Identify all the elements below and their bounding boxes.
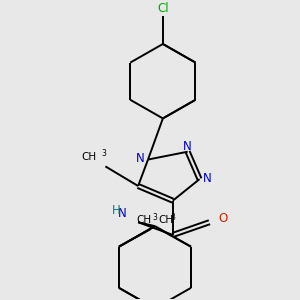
Text: 3: 3 xyxy=(170,212,175,221)
Text: CH: CH xyxy=(82,152,97,162)
Text: 3: 3 xyxy=(152,212,157,221)
Text: N: N xyxy=(202,172,211,185)
Text: N: N xyxy=(118,207,127,220)
Text: H: H xyxy=(112,204,121,217)
Text: O: O xyxy=(219,212,228,225)
Text: Cl: Cl xyxy=(157,2,169,15)
Text: CH: CH xyxy=(158,215,174,225)
Text: 3: 3 xyxy=(101,149,106,158)
Text: CH: CH xyxy=(136,215,152,225)
Text: N: N xyxy=(136,152,145,165)
Text: N: N xyxy=(183,140,192,153)
